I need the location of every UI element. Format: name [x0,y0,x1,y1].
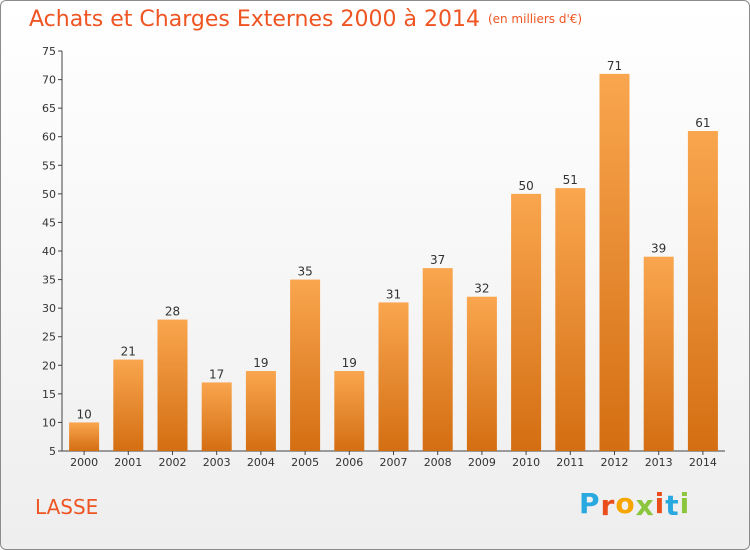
bar-2003[interactable] [201,382,232,451]
bar-2008[interactable] [422,268,453,451]
logo-letter: P [579,487,601,520]
x-tick-label: 2003 [203,456,231,469]
value-label-2013: 39 [651,242,666,256]
bar-2010[interactable] [511,193,542,451]
value-label-2010: 50 [518,179,533,193]
bar-2004[interactable] [245,371,276,451]
bar-2013[interactable] [643,256,674,451]
x-tick-label: 2008 [424,456,452,469]
value-label-2006: 19 [342,356,357,370]
chart-subtitle: (en milliers d'€) [487,12,583,26]
logo-letter: i [654,487,666,520]
y-tick-label: 15 [42,388,56,401]
y-tick-label: 50 [42,188,56,201]
x-tick-label: 2005 [291,456,319,469]
y-tick-label: 75 [42,45,56,58]
x-tick-label: 2004 [247,456,275,469]
bar-2000[interactable] [69,422,100,451]
logo-letter: t [665,489,680,522]
y-tick-label: 70 [42,74,56,87]
x-tick-label: 2010 [512,456,540,469]
value-label-2011: 51 [563,173,578,187]
x-tick-label: 2000 [70,456,98,469]
bar-2005[interactable] [290,279,321,451]
value-label-2008: 37 [430,253,445,267]
commune-name: LASSE [35,495,99,519]
value-label-2000: 10 [76,407,91,421]
value-label-2002: 28 [165,305,180,319]
value-label-2009: 32 [474,282,489,296]
x-tick-label: 2014 [689,456,717,469]
x-tick-label: 2002 [159,456,187,469]
value-label-2012: 71 [607,59,622,73]
bar-2007[interactable] [378,302,409,451]
y-tick-label: 65 [42,102,56,115]
logo-letter: x [635,489,655,522]
x-tick-label: 2009 [468,456,496,469]
x-tick-label: 2006 [335,456,363,469]
chart-bars [69,73,718,451]
value-label-2007: 31 [386,287,401,301]
bar-2014[interactable] [687,131,718,451]
bar-2011[interactable] [555,188,586,451]
y-tick-label: 35 [42,274,56,287]
value-label-2005: 35 [297,265,312,279]
y-tick-label: 25 [42,331,56,344]
y-tick-label: 10 [42,416,56,429]
bar-2001[interactable] [113,359,144,451]
chart-title: Achats et Charges Externes 2000 à 2014 (e… [29,7,582,32]
bar-2002[interactable] [157,319,188,451]
value-label-2004: 19 [253,356,268,370]
x-tick-label: 2007 [380,456,408,469]
value-label-2001: 21 [121,345,136,359]
logo-letter: i [679,487,691,520]
bar-2012[interactable] [599,73,630,451]
y-tick-label: 55 [42,159,56,172]
logo-letter: r [600,489,616,522]
x-tick-label: 2013 [645,456,673,469]
x-tick-label: 2011 [556,456,584,469]
chart-title-text: Achats et Charges Externes 2000 à 2014 [29,7,480,32]
y-tick-label: 45 [42,216,56,229]
y-tick-label: 60 [42,131,56,144]
x-tick-label: 2001 [114,456,142,469]
y-tick-label: 20 [42,359,56,372]
y-tick-label: 5 [49,445,56,458]
proxiti-logo[interactable]: Proxiti [579,487,691,522]
bar-2009[interactable] [466,296,497,451]
chart-axes: 5 10 15 20 25 30 35 40 45 50 55 60 65 70 75 2000 2001 200… [42,45,725,469]
x-tick-label: 2012 [601,456,629,469]
logo-letter: o [615,487,636,520]
value-label-2003: 17 [209,367,224,381]
y-tick-label: 40 [42,245,56,258]
chart-labels: 10 21 28 17 19 35 19 31 37 32 50 51 71 39 61 [76,59,710,422]
value-label-2014: 61 [695,116,710,130]
y-tick-label: 30 [42,302,56,315]
bar-2006[interactable] [334,371,365,451]
